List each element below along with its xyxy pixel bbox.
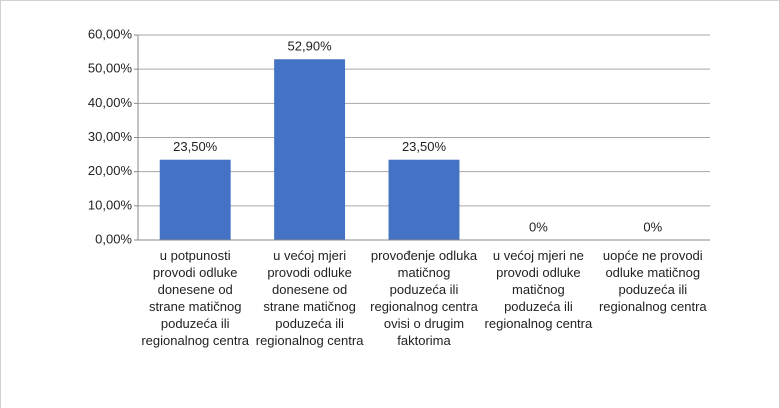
x-tick-label: u potpunosti provodi odluke donesene od … [141,248,250,348]
bar [159,159,231,240]
y-tick-label: 30,00% [88,129,133,144]
x-tick-label: uopće ne provodi odluke matičnog poduzeć… [598,248,707,314]
y-tick-label: 10,00% [88,197,133,212]
y-tick-label: 60,00% [88,26,133,41]
y-tick-label: 40,00% [88,95,133,110]
data-label: 52,90% [288,39,333,54]
x-tick-label: u većoj mjeri ne provodi odluke matičnog… [484,248,593,331]
data-label: 0% [529,219,548,234]
bar [388,159,460,240]
x-tick-label: u većoj mjeri provodi odluke donesene od… [255,248,364,348]
y-tick-label: 0,00% [95,231,132,246]
bar [274,59,346,241]
data-label: 23,50% [173,139,218,154]
x-tick-label: provođenje odluka matičnog poduzeća ili … [370,248,478,348]
data-label: 0% [643,219,662,234]
y-tick-label: 20,00% [88,163,133,178]
data-label: 23,50% [402,139,447,154]
y-tick-label: 50,00% [88,61,133,76]
